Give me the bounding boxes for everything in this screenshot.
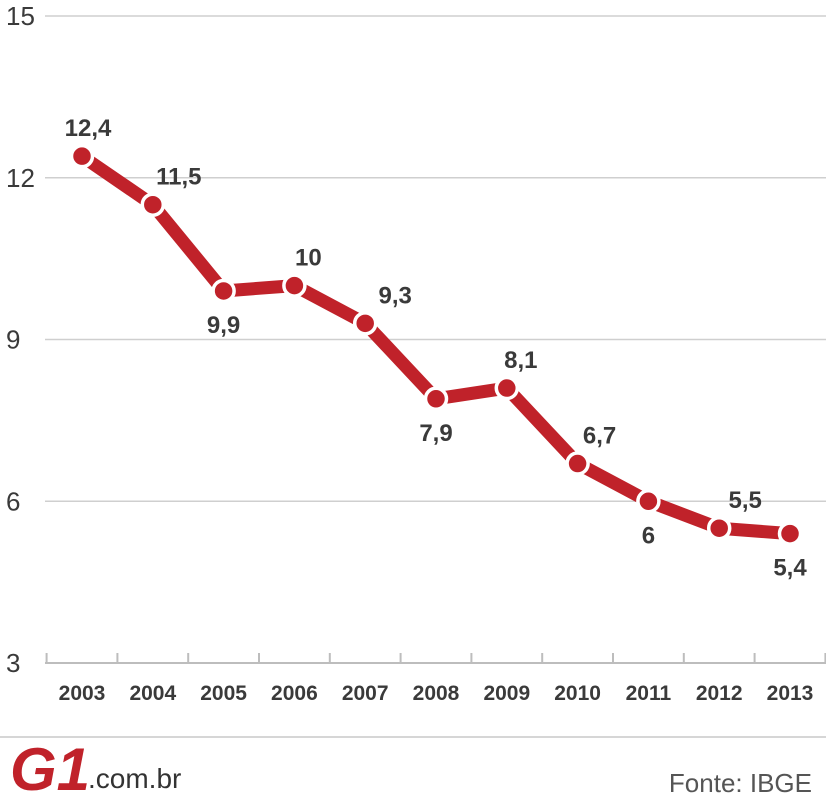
source-note: Fonte: IBGE — [669, 768, 812, 798]
x-tick-label: 2012 — [696, 682, 743, 705]
y-tick-label: 6 — [6, 486, 20, 516]
data-label: 11,5 — [156, 164, 201, 191]
x-tick-label: 2006 — [271, 682, 318, 705]
data-label: 5,5 — [729, 487, 762, 514]
data-label: 9,3 — [379, 282, 412, 309]
x-tick-label: 2013 — [767, 682, 814, 705]
data-point — [423, 386, 449, 412]
x-tick-label: 2003 — [59, 682, 106, 705]
y-tick-label: 12 — [6, 163, 35, 193]
data-label: 5,4 — [773, 555, 807, 582]
data-label: 8,1 — [504, 347, 537, 374]
g1-domain-text: .com.br — [88, 763, 181, 794]
data-point — [282, 273, 307, 298]
x-tick-label: 2011 — [626, 682, 672, 705]
series-line — [75, 149, 797, 541]
series-line-layer — [75, 149, 797, 541]
y-tick-label: 9 — [6, 325, 20, 355]
g1-logo: G1 .com.br — [10, 736, 181, 803]
data-labels: 12,4 11,5 9,9 10 9,3 7,9 8,1 6,7 6 5,5 5,4 — [65, 115, 808, 581]
data-label: 7,9 — [419, 420, 452, 447]
data-point — [69, 143, 95, 169]
y-tick-label: 3 — [6, 648, 20, 678]
x-tick-label: 2007 — [342, 682, 389, 705]
data-label: 12,4 — [65, 115, 112, 142]
x-tick-label: 2010 — [554, 682, 601, 705]
data-point — [636, 489, 661, 514]
grid-layer — [45, 15, 826, 502]
x-tick-label: 2008 — [413, 682, 460, 705]
x-tick-label: 2005 — [200, 682, 247, 705]
y-axis: 3 6 9 12 15 — [6, 1, 35, 678]
data-point — [352, 311, 378, 336]
data-label: 9,9 — [207, 312, 240, 339]
g1-logo-text: G1 — [10, 736, 90, 803]
data-point — [140, 192, 166, 217]
x-tick-label: 2004 — [129, 682, 176, 705]
data-label: 6 — [642, 522, 655, 549]
data-label: 10 — [295, 245, 322, 272]
data-point — [777, 521, 803, 546]
data-point — [565, 451, 590, 476]
x-tick-label: 2009 — [483, 682, 530, 705]
y-tick-label: 15 — [6, 1, 35, 31]
data-point — [211, 278, 236, 304]
data-point — [494, 375, 520, 401]
data-label: 6,7 — [583, 423, 616, 450]
data-point — [706, 515, 732, 541]
data-points — [69, 143, 803, 546]
x-axis: 2003 2004 2005 2006 2007 2008 2009 2010 2011 2012… — [45, 653, 826, 705]
